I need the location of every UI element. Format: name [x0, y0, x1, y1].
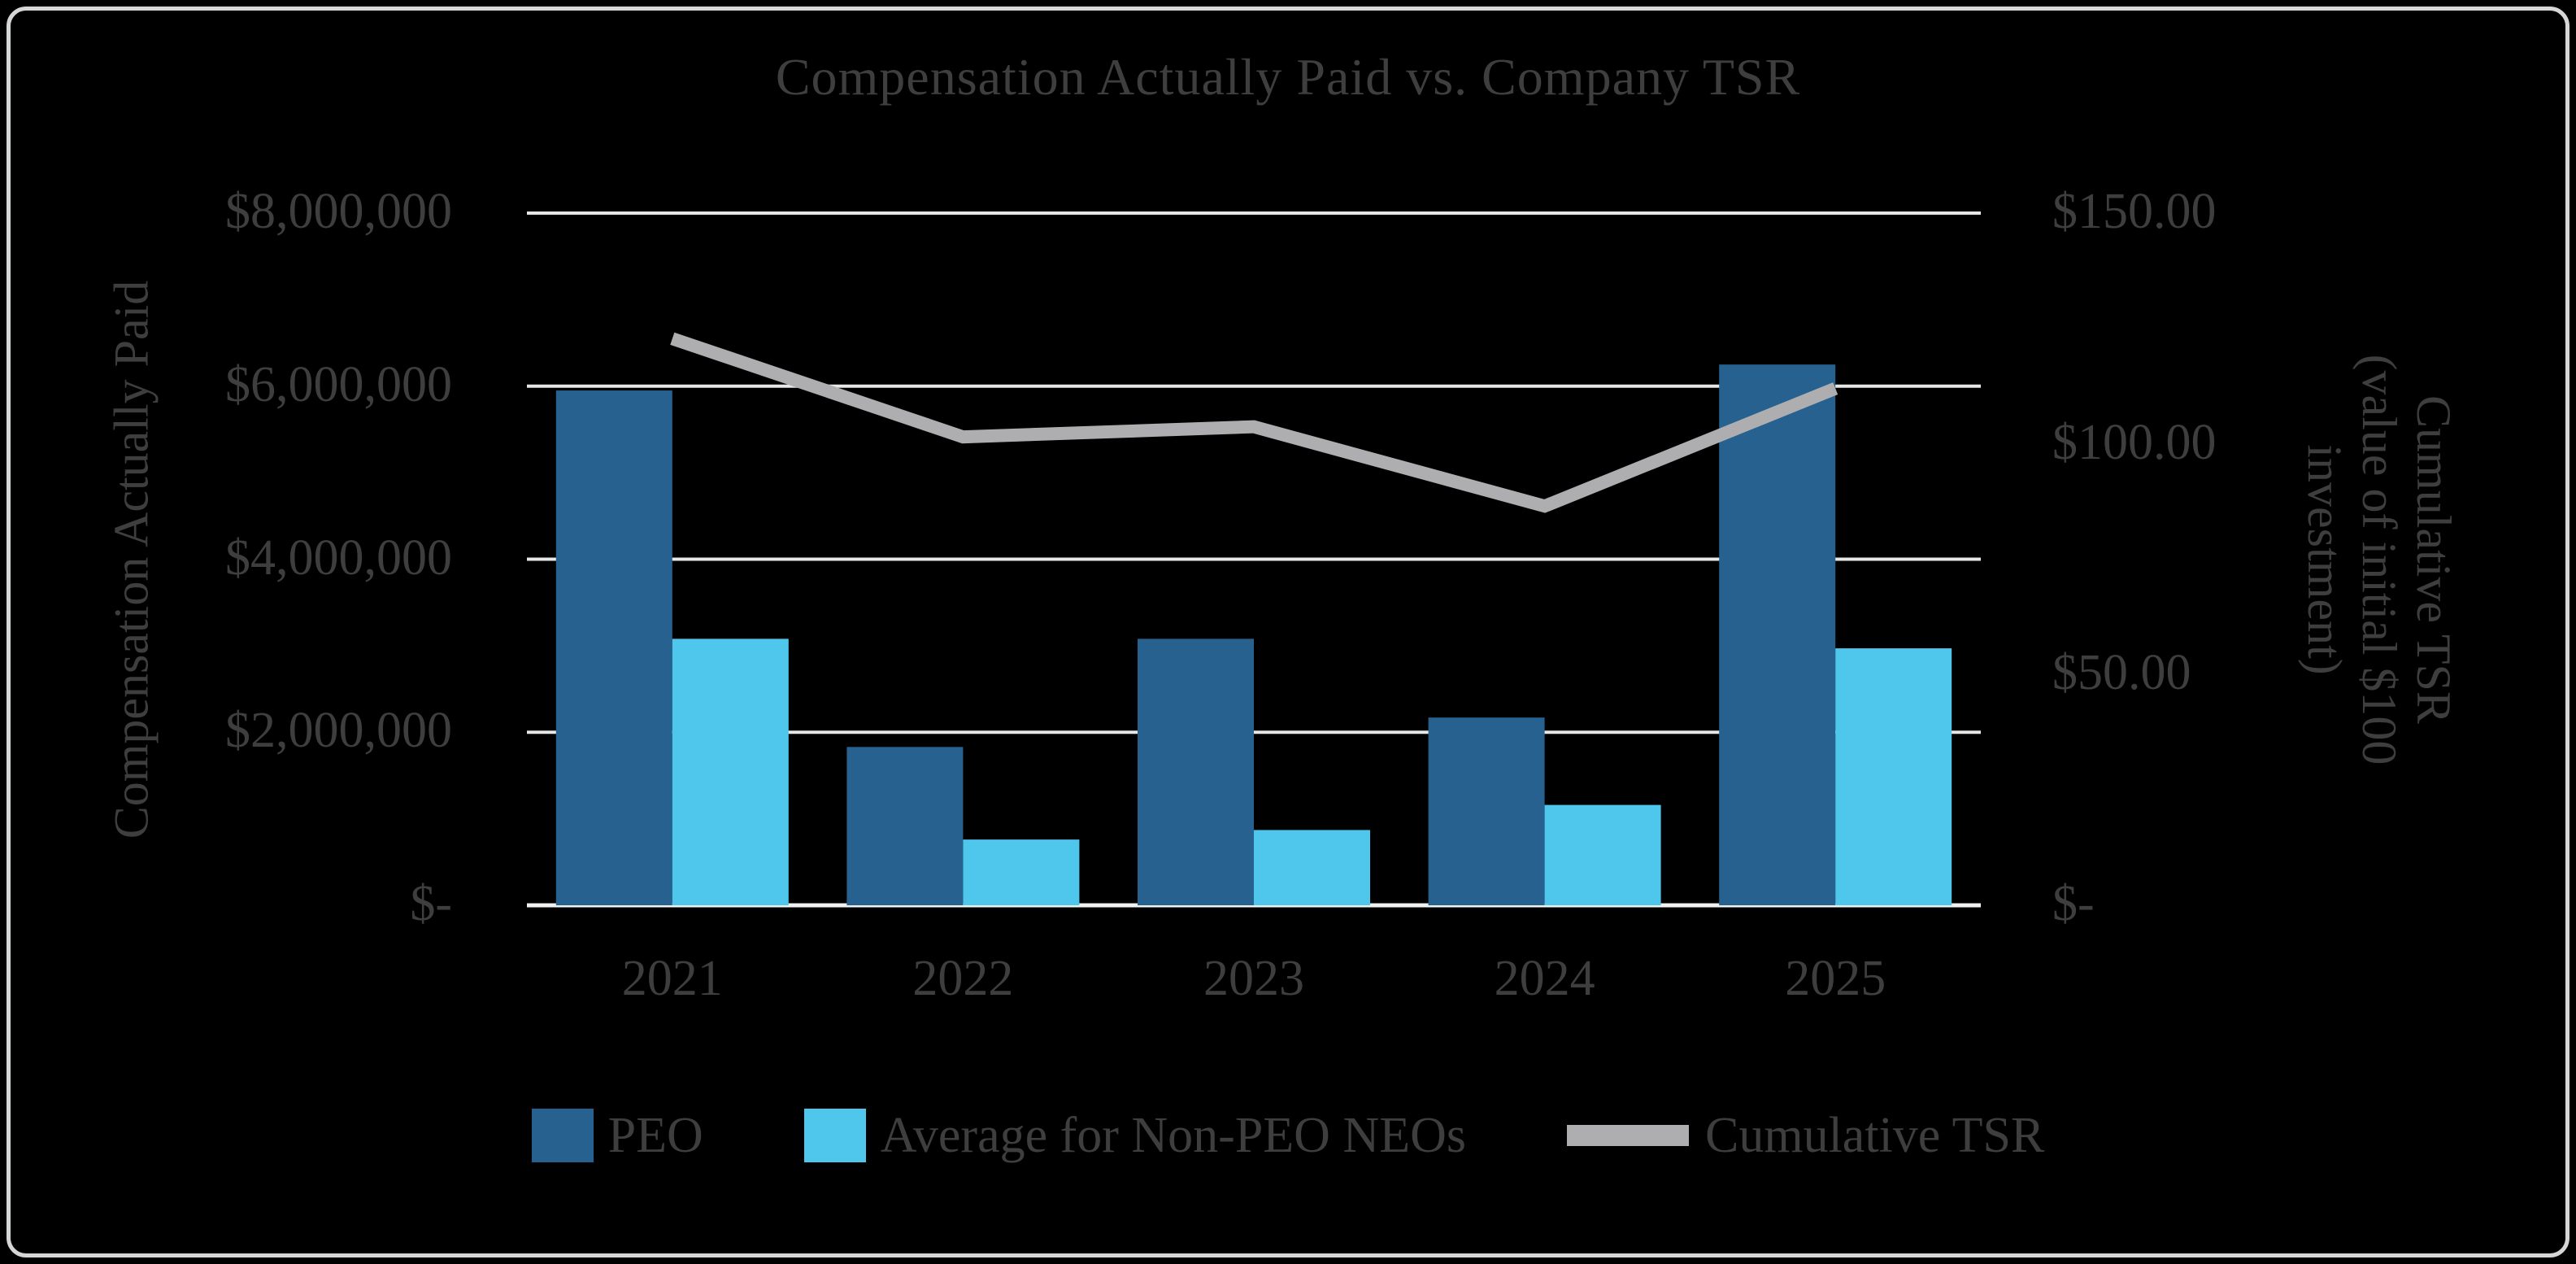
bar-non-peo-neos-2021	[672, 639, 789, 905]
y-axis-right-tick-label: $100.00	[2052, 414, 2217, 470]
x-axis-tick-label: 2023	[1203, 951, 1304, 1006]
bar-non-peo-neos-2023	[1254, 830, 1370, 905]
y-axis-left-tick-label: $4,000,000	[225, 530, 452, 586]
peo-swatch-icon	[531, 1109, 594, 1162]
chart-title: Compensation Actually Paid vs. Company T…	[775, 48, 1801, 106]
x-axis-tick-label: 2025	[1785, 951, 1886, 1006]
bar-peo-2021	[555, 390, 672, 906]
bar-peo-2024	[1428, 717, 1545, 905]
legend-label-peo: PEO	[607, 1107, 703, 1163]
cumulative-tsr-line	[670, 332, 1838, 513]
legend-item-cumulative-tsr: Cumulative TSR	[1567, 1107, 2044, 1165]
y-axis-left-tick-label: $6,000,000	[225, 356, 452, 412]
y-axis-right-tick-label: $-	[2052, 876, 2095, 932]
bar-non-peo-neos-2022	[963, 839, 1080, 905]
y-axis-right-tick-label: $150.00	[2052, 184, 2217, 240]
bar-non-peo-neos-2025	[1835, 648, 1952, 905]
bar-peo-2025	[1719, 364, 1836, 905]
legend: PEO Average for Non-PEO NEOs Cumulative …	[0, 1087, 2576, 1184]
legend-label-cumulative-tsr: Cumulative TSR	[1705, 1107, 2045, 1163]
y-axis-left-tick-label: $-	[410, 876, 452, 932]
x-axis-tick-label: 2022	[912, 951, 1014, 1006]
y-axis-left-tick-label: $8,000,000	[225, 184, 452, 240]
x-axis-tick-label: 2021	[621, 951, 723, 1006]
x-axis-tick-label: 2024	[1494, 951, 1595, 1006]
y-axis-left-tick-label: $2,000,000	[225, 703, 452, 759]
bar-peo-2022	[846, 747, 964, 905]
non-peo-neos-swatch-icon	[803, 1109, 866, 1162]
chart-frame	[7, 7, 2569, 1257]
cumulative-tsr-line-icon	[1567, 1125, 1689, 1146]
y-axis-right-tick-label: $50.00	[2052, 645, 2191, 701]
legend-label-non-peo-neos: Average for Non-PEO NEOs	[880, 1107, 1466, 1163]
bar-peo-2023	[1138, 639, 1254, 905]
legend-item-non-peo-neos: Average for Non-PEO NEOs	[803, 1107, 1466, 1165]
legend-item-peo: PEO	[531, 1107, 703, 1165]
bar-non-peo-neos-2024	[1544, 804, 1661, 905]
